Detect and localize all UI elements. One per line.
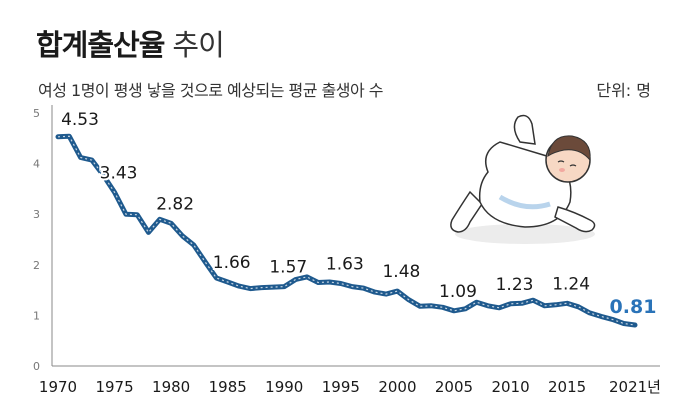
x-tick-label: 2015 — [548, 378, 586, 396]
y-tick-label: 1 — [33, 309, 40, 322]
data-label: 1.09 — [439, 282, 477, 302]
y-tick-label: 4 — [33, 158, 40, 171]
x-tick-label: 2005 — [435, 378, 473, 396]
x-tick-label: 1970 — [39, 378, 77, 396]
data-label: 1.24 — [552, 274, 590, 294]
data-label: 4.53 — [61, 110, 99, 130]
data-label: 1.63 — [326, 255, 364, 275]
data-label: 3.43 — [100, 163, 138, 183]
x-tick-label: 1985 — [209, 378, 247, 396]
data-label: 0.81 — [610, 296, 657, 318]
x-tick-label: 2021년 — [609, 378, 661, 396]
x-tick-label: 2000 — [378, 378, 416, 396]
chart-subtitle: 여성 1명이 평생 낳을 것으로 예상되는 평균 출생아 수 — [38, 81, 384, 100]
y-tick-label: 5 — [33, 107, 40, 120]
series-line-dash — [57, 135, 636, 326]
y-tick-label: 0 — [33, 360, 40, 373]
y-tick-label: 2 — [33, 259, 40, 272]
title-bold: 합계출산율 — [36, 28, 165, 62]
y-tick-label: 3 — [33, 208, 40, 221]
x-tick-label: 2010 — [491, 378, 529, 396]
x-tick-label: 1975 — [95, 378, 133, 396]
data-label: 2.82 — [156, 194, 194, 214]
x-tick-label: 1990 — [265, 378, 303, 396]
title-light: 추이 — [172, 28, 224, 62]
baby-icon — [450, 114, 596, 244]
data-label: 1.48 — [382, 262, 420, 282]
data-label: 1.57 — [269, 258, 307, 278]
unit-label: 단위: 명 — [596, 81, 651, 100]
data-label: 1.66 — [213, 253, 251, 273]
chart-title: 합계출산율 추이 — [36, 22, 225, 64]
x-tick-label: 1980 — [152, 378, 190, 396]
x-tick-label: 1995 — [322, 378, 360, 396]
data-label: 1.23 — [496, 275, 534, 295]
